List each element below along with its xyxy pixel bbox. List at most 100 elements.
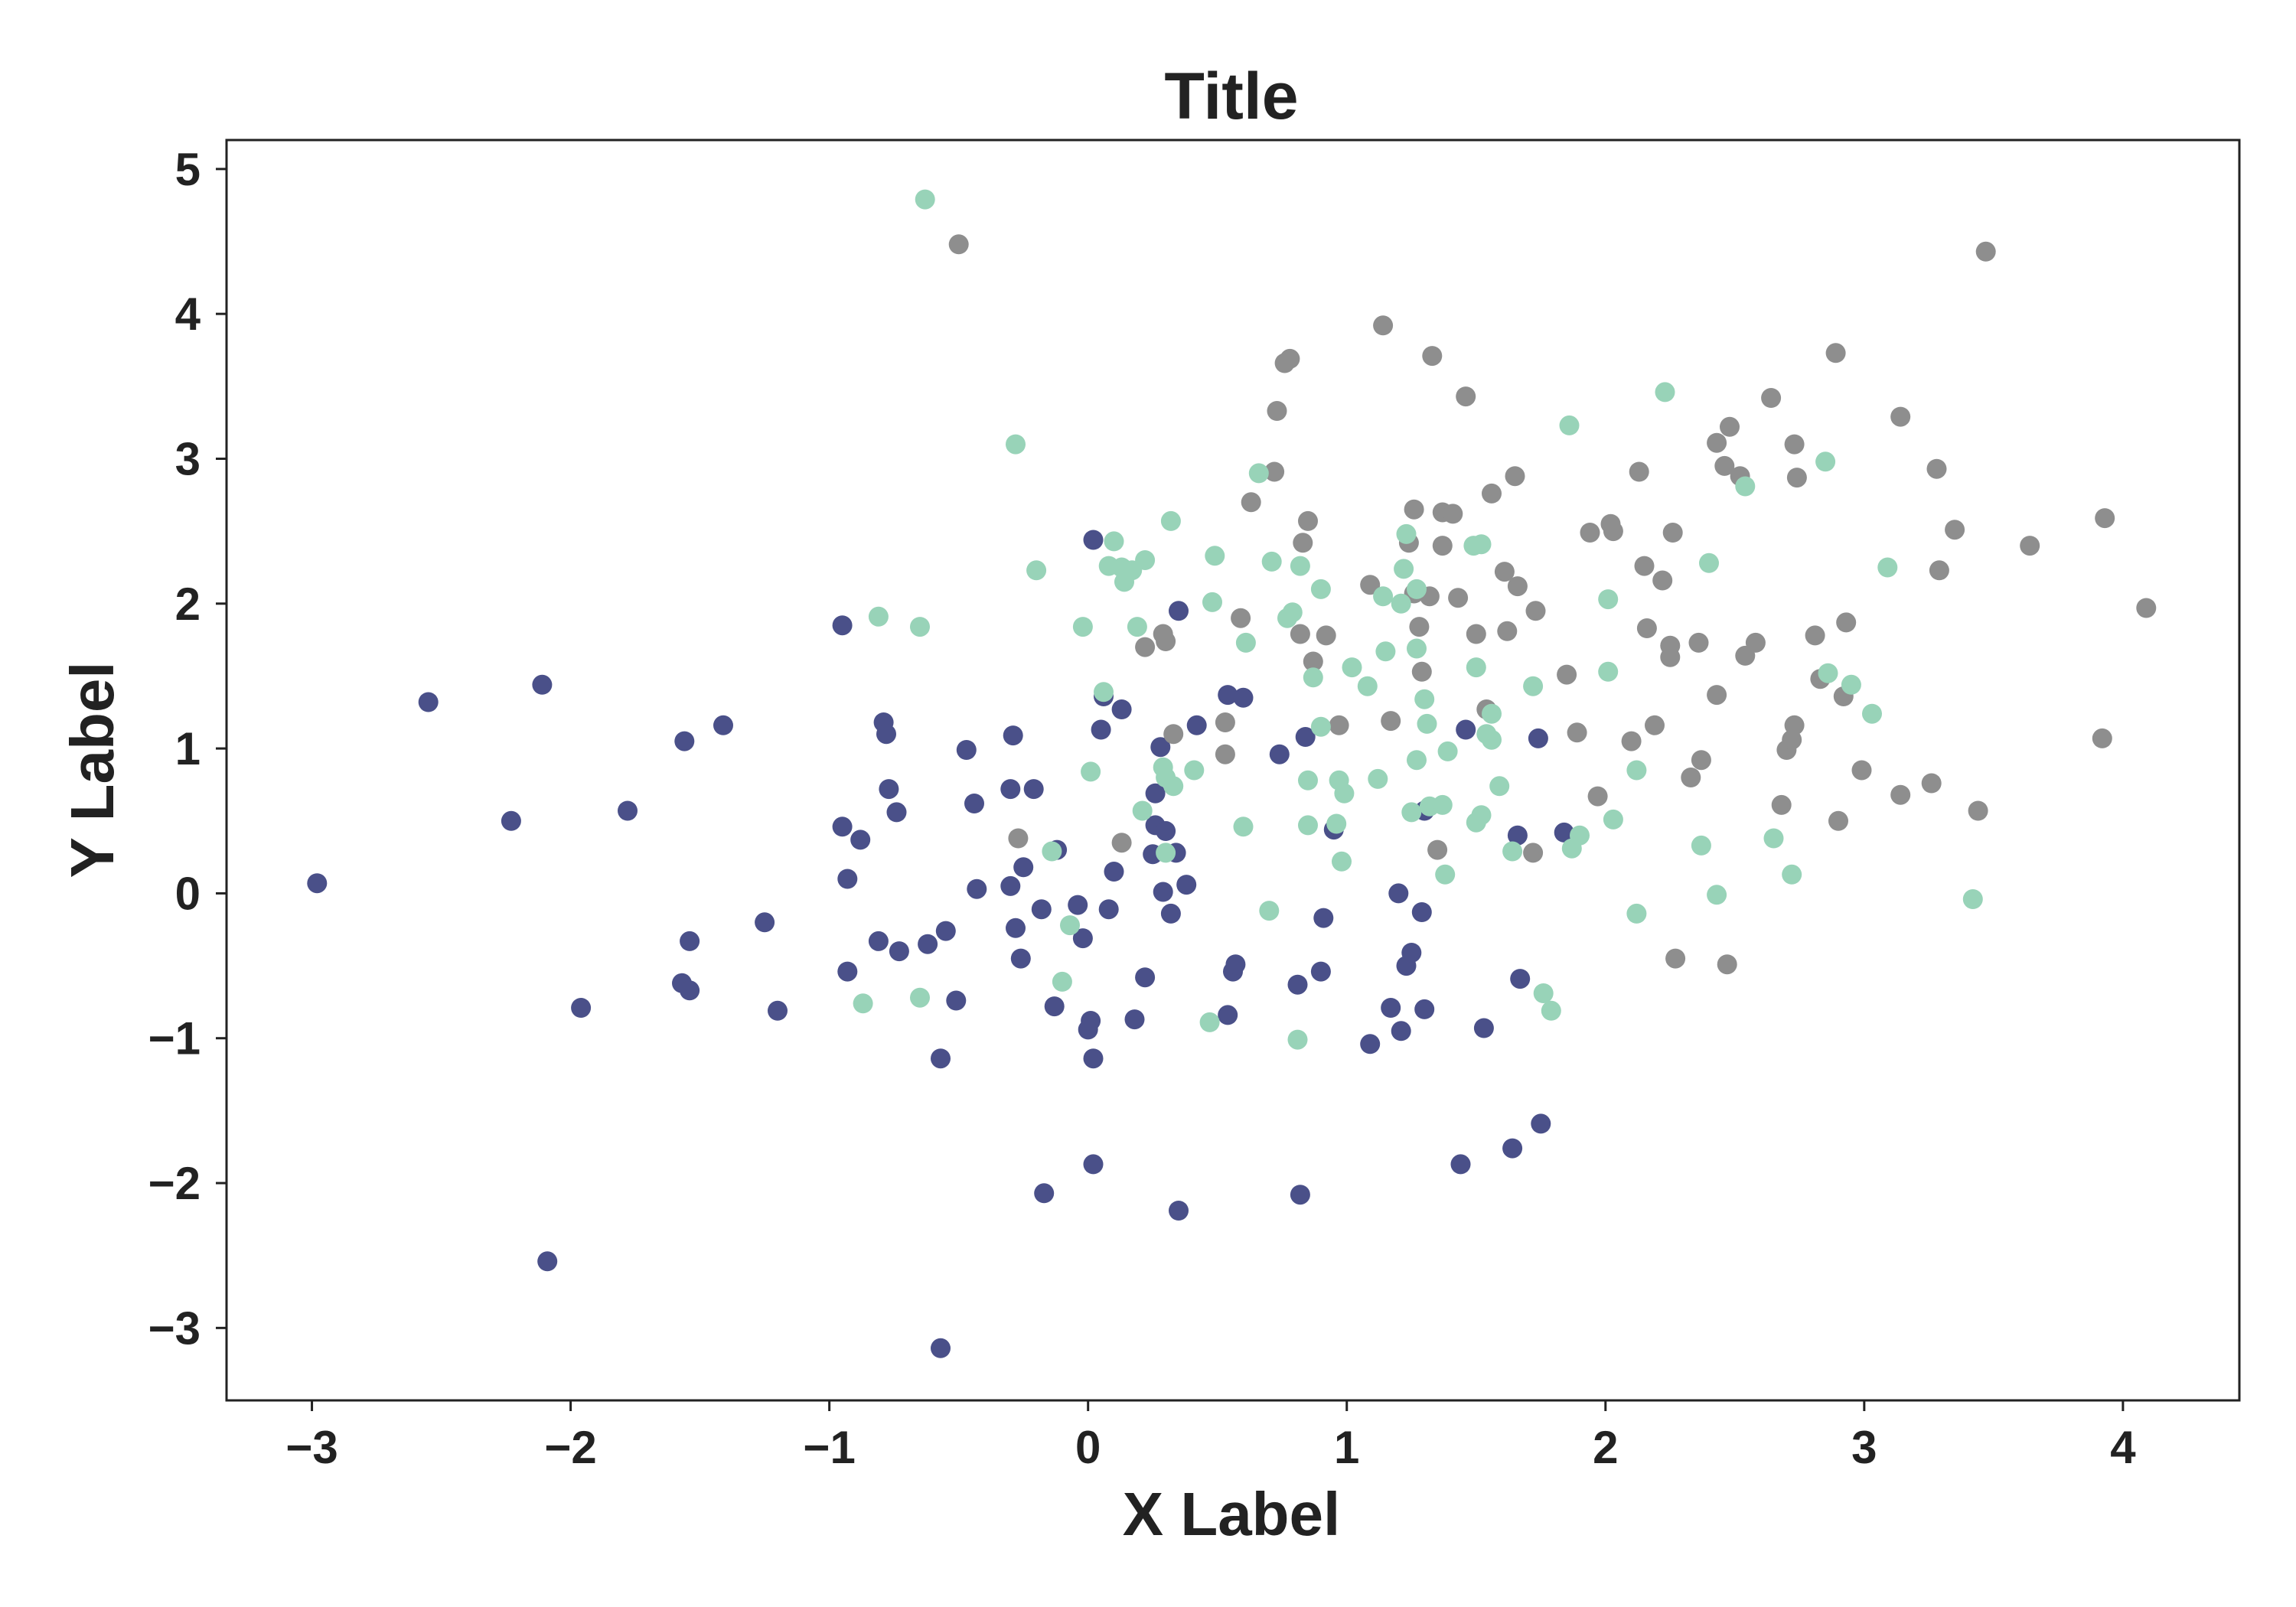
data-point — [1199, 1012, 1220, 1032]
data-point — [1466, 657, 1486, 678]
data-point — [1862, 703, 1882, 724]
data-point — [1771, 794, 1792, 815]
data-point — [1006, 434, 1026, 455]
x-tick-label: 0 — [1075, 1422, 1101, 1473]
data-point — [1626, 760, 1647, 781]
data-point — [1720, 416, 1740, 437]
data-point — [1269, 744, 1290, 764]
data-point — [1259, 901, 1280, 921]
y-tick-label: −2 — [148, 1158, 201, 1209]
data-point — [1104, 862, 1124, 882]
data-point — [1525, 601, 1546, 621]
data-point — [1298, 510, 1318, 531]
data-point — [1303, 651, 1323, 672]
data-point — [1094, 682, 1114, 702]
data-point — [1507, 576, 1528, 597]
data-point — [1290, 1185, 1310, 1205]
data-point — [501, 810, 521, 831]
data-point — [2095, 508, 2115, 529]
plot-frame — [225, 139, 2241, 1402]
data-point — [1688, 632, 1709, 653]
data-point — [1233, 817, 1254, 837]
data-point — [1184, 760, 1205, 781]
data-point — [1023, 779, 1044, 800]
data-point — [1782, 864, 1802, 885]
data-point — [1231, 608, 1251, 628]
data-point — [1975, 241, 1996, 262]
data-point — [1890, 784, 1911, 805]
data-point — [1598, 589, 1619, 610]
data-point — [1034, 1183, 1055, 1204]
data-point — [1163, 724, 1184, 745]
data-point — [571, 998, 592, 1018]
data-point — [1761, 388, 1782, 408]
data-point — [1072, 928, 1093, 949]
data-point — [1342, 657, 1362, 678]
data-point — [868, 931, 889, 951]
y-tick-label: 2 — [175, 579, 201, 630]
data-point — [1652, 570, 1673, 591]
data-point — [1505, 466, 1525, 487]
data-point — [1407, 579, 1427, 599]
x-tick-label: 3 — [1851, 1422, 1877, 1473]
data-point — [1396, 523, 1417, 544]
data-point — [1329, 715, 1349, 735]
data-point — [1784, 715, 1805, 735]
data-point — [1482, 729, 1502, 750]
data-point — [964, 794, 984, 813]
data-point — [1026, 560, 1047, 581]
data-point — [1533, 983, 1554, 1003]
data-point — [418, 692, 439, 712]
data-point — [1818, 663, 1838, 683]
data-point — [1432, 536, 1453, 556]
data-point — [1003, 725, 1023, 746]
data-point — [1145, 783, 1166, 804]
data-point — [1373, 315, 1394, 336]
points-layer — [307, 189, 2157, 1358]
data-point — [1510, 969, 1531, 989]
data-point — [1156, 821, 1176, 841]
data-point — [1921, 773, 1942, 794]
data-point — [1411, 902, 1432, 922]
data-point — [1634, 556, 1655, 576]
data-point — [1357, 676, 1378, 696]
data-point — [1691, 750, 1711, 771]
y-tick-label: −3 — [148, 1302, 201, 1354]
data-point — [1215, 744, 1235, 764]
data-point — [910, 987, 930, 1008]
data-point — [1104, 531, 1124, 552]
data-point — [837, 869, 858, 889]
data-point — [1124, 1009, 1145, 1030]
series-3 — [853, 189, 1983, 1050]
data-point — [931, 1048, 951, 1069]
data-point — [1828, 810, 1848, 831]
data-point — [1360, 575, 1381, 595]
data-point — [1303, 667, 1323, 688]
data-point — [2020, 536, 2040, 556]
data-point — [1815, 451, 1836, 472]
data-point — [1310, 716, 1331, 737]
data-point — [1968, 800, 1988, 821]
data-point — [1559, 415, 1580, 435]
data-point — [1160, 903, 1181, 924]
data-point — [1717, 954, 1737, 975]
data-point — [1401, 943, 1422, 963]
data-point — [1437, 741, 1458, 761]
data-point — [1293, 533, 1313, 553]
data-point — [1081, 1011, 1101, 1031]
y-tick-label: 3 — [175, 433, 201, 484]
chart-title: Title — [1164, 60, 1298, 133]
data-point — [1554, 822, 1574, 843]
data-point — [1587, 786, 1608, 807]
data-point — [1135, 967, 1156, 988]
data-point — [1072, 617, 1093, 637]
data-point — [1580, 523, 1600, 543]
data-point — [1153, 882, 1173, 902]
data-point — [1945, 520, 1965, 540]
data-point — [1707, 885, 1727, 905]
data-point — [1636, 618, 1657, 638]
data-point — [868, 606, 889, 627]
data-point — [1010, 948, 1031, 969]
data-point — [1083, 1048, 1104, 1069]
data-point — [1132, 800, 1153, 821]
